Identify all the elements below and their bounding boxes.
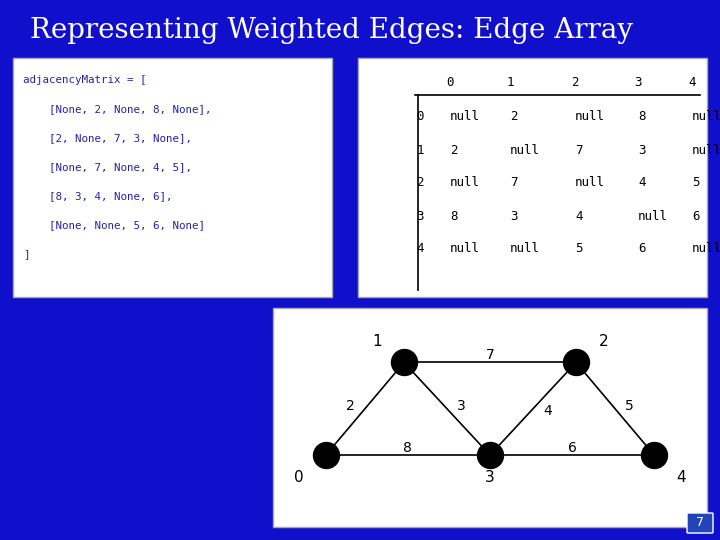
- Text: 4: 4: [543, 404, 552, 418]
- Text: 3: 3: [634, 76, 642, 89]
- Text: 7: 7: [485, 348, 495, 362]
- FancyBboxPatch shape: [273, 308, 707, 527]
- Text: 2: 2: [346, 399, 355, 413]
- Text: 2: 2: [450, 144, 457, 157]
- Text: 8: 8: [450, 210, 457, 222]
- Text: 2: 2: [571, 76, 579, 89]
- Text: 1: 1: [372, 334, 382, 349]
- Text: null: null: [575, 111, 605, 124]
- Text: 5: 5: [692, 177, 700, 190]
- Text: adjacencyMatrix = [: adjacencyMatrix = [: [23, 75, 146, 85]
- Text: null: null: [638, 210, 668, 222]
- Text: [None, 7, None, 4, 5],: [None, 7, None, 4, 5],: [23, 162, 192, 172]
- Point: [649, 451, 660, 460]
- Text: 1: 1: [416, 144, 424, 157]
- Text: null: null: [692, 111, 720, 124]
- Text: 3: 3: [485, 470, 495, 485]
- Text: null: null: [510, 242, 540, 255]
- Text: 2: 2: [416, 177, 424, 190]
- Text: null: null: [450, 177, 480, 190]
- FancyBboxPatch shape: [687, 513, 713, 533]
- Text: 6: 6: [692, 210, 700, 222]
- Text: 2: 2: [598, 334, 608, 349]
- Text: 3: 3: [457, 399, 466, 413]
- FancyBboxPatch shape: [358, 58, 707, 297]
- Text: 3: 3: [416, 210, 424, 222]
- Text: 5: 5: [626, 399, 634, 413]
- Text: [8, 3, 4, None, 6],: [8, 3, 4, None, 6],: [23, 191, 173, 201]
- Text: 7: 7: [510, 177, 518, 190]
- Point: [398, 358, 410, 367]
- Text: 4: 4: [688, 76, 696, 89]
- Text: null: null: [450, 242, 480, 255]
- FancyBboxPatch shape: [13, 58, 332, 297]
- Text: 8: 8: [638, 111, 646, 124]
- Text: null: null: [692, 242, 720, 255]
- Text: 4: 4: [677, 470, 686, 485]
- Text: 4: 4: [638, 177, 646, 190]
- Text: [None, None, 5, 6, None]: [None, None, 5, 6, None]: [23, 220, 205, 230]
- Text: 7: 7: [696, 516, 704, 530]
- FancyBboxPatch shape: [0, 0, 720, 50]
- Text: null: null: [450, 111, 480, 124]
- Text: ]: ]: [23, 249, 30, 259]
- Text: null: null: [575, 177, 605, 190]
- Text: 5: 5: [575, 242, 582, 255]
- Text: 4: 4: [575, 210, 582, 222]
- Text: null: null: [692, 144, 720, 157]
- Point: [570, 358, 582, 367]
- Text: 8: 8: [403, 441, 413, 455]
- Text: Representing Weighted Edges: Edge Array: Representing Weighted Edges: Edge Array: [30, 17, 633, 44]
- Text: [None, 2, None, 8, None],: [None, 2, None, 8, None],: [23, 104, 212, 114]
- Text: null: null: [510, 144, 540, 157]
- Text: 2: 2: [510, 111, 518, 124]
- Text: 3: 3: [510, 210, 518, 222]
- Text: 0: 0: [416, 111, 424, 124]
- Point: [485, 451, 496, 460]
- Text: 6: 6: [567, 441, 577, 455]
- Text: 1: 1: [506, 76, 514, 89]
- Text: 4: 4: [416, 242, 424, 255]
- Text: 6: 6: [638, 242, 646, 255]
- Text: 7: 7: [575, 144, 582, 157]
- Text: 0: 0: [446, 76, 454, 89]
- Text: [2, None, 7, 3, None],: [2, None, 7, 3, None],: [23, 133, 192, 143]
- Text: 3: 3: [638, 144, 646, 157]
- Point: [320, 451, 332, 460]
- Text: 0: 0: [294, 470, 303, 485]
